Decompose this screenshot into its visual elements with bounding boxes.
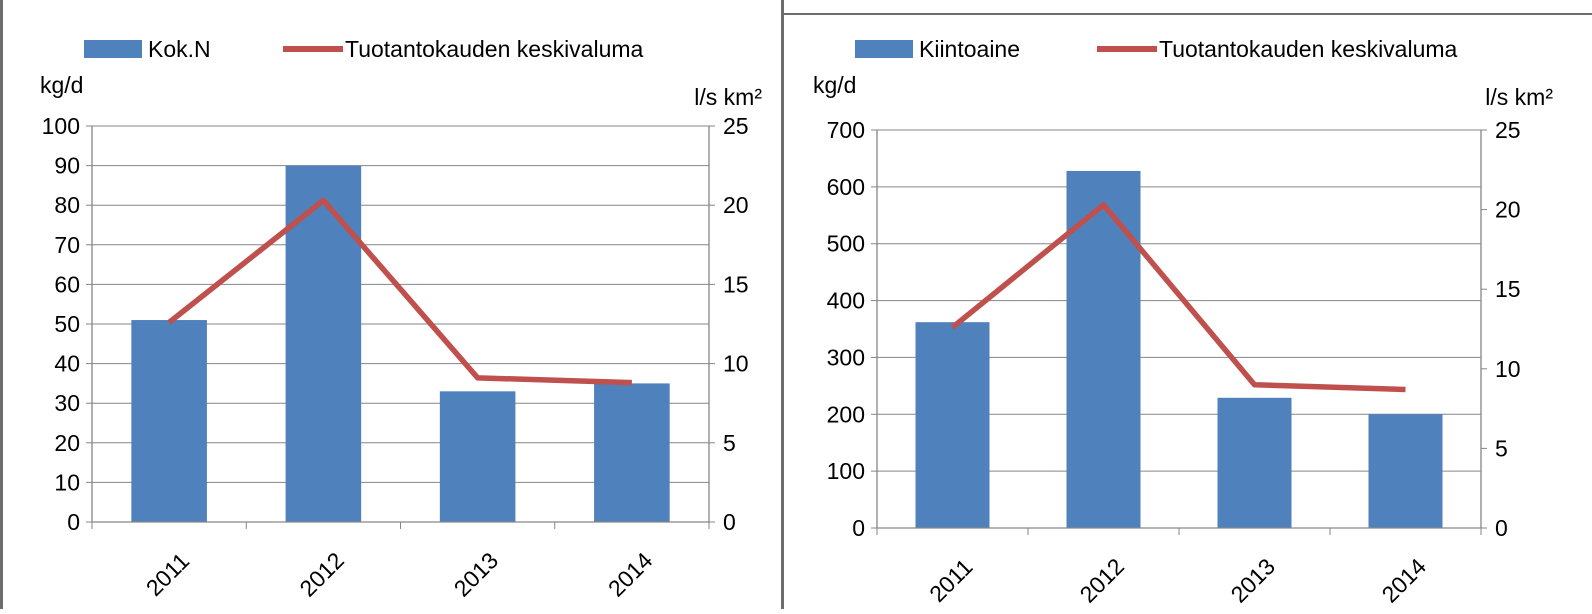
category-label: 2011 xyxy=(141,548,194,601)
bar xyxy=(131,320,207,522)
bar xyxy=(594,383,670,522)
bar xyxy=(439,391,516,522)
line-series xyxy=(167,197,632,386)
right-tick-label: 5 xyxy=(1495,435,1508,461)
right-tick-label: 5 xyxy=(723,430,736,456)
right-tick-label: 15 xyxy=(723,271,749,297)
category-label: 2013 xyxy=(1226,553,1281,608)
left-tick-label: 100 xyxy=(827,458,865,484)
left-tick-label: 80 xyxy=(54,192,80,218)
bar xyxy=(285,165,362,522)
right-tick-label: 20 xyxy=(723,192,749,218)
left-tick-label: 70 xyxy=(54,232,80,258)
left-tick-label: 300 xyxy=(827,344,865,370)
left-tick-label: 30 xyxy=(54,390,80,416)
left-tick-label: 0 xyxy=(67,509,80,535)
category-label: 2012 xyxy=(294,547,349,602)
legend-label-bar: Kiintoaine xyxy=(919,36,1020,62)
category-label: 2011 xyxy=(924,554,977,607)
category-label: 2014 xyxy=(603,547,658,602)
category-label: 2014 xyxy=(1377,553,1432,608)
right-tick-label: 0 xyxy=(723,509,736,535)
chart-panel-right: 0 100 200 300 400 500 600 700 0 5 10 15 20 25 2011 2012… xyxy=(795,0,1592,609)
legend-label-line: Tuotantokauden keskivaluma xyxy=(345,36,644,62)
right-tick-label: 15 xyxy=(1495,276,1521,302)
chart-left: 0 10 20 30 40 50 60 70 80 90 100 0 5 10 15 20 25 2011 2012… xyxy=(40,36,762,602)
left-tick-label: 40 xyxy=(54,351,80,377)
left-axis-label: kg/d xyxy=(813,72,856,98)
left-tick-label: 10 xyxy=(54,469,80,495)
frame-divider xyxy=(781,0,784,609)
bar xyxy=(1217,397,1292,528)
legend-swatch-bar xyxy=(84,40,142,58)
left-tick-label: 700 xyxy=(827,117,865,143)
category-label: 2012 xyxy=(1075,553,1130,608)
line-series xyxy=(950,202,1406,393)
left-tick-label: 500 xyxy=(827,231,865,257)
right-tick-label: 20 xyxy=(1495,197,1521,223)
chart-right: 0 100 200 300 400 500 600 700 0 5 10 15 20 25 2011 2012… xyxy=(813,36,1553,608)
left-tick-label: 50 xyxy=(54,311,80,337)
frame-top-right xyxy=(781,13,1592,15)
category-label: 2013 xyxy=(449,547,504,602)
right-tick-label: 0 xyxy=(1495,515,1508,541)
right-tick-label: 10 xyxy=(1495,356,1521,382)
left-tick-label: 400 xyxy=(827,288,865,314)
left-tick-label: 600 xyxy=(827,174,865,200)
bar xyxy=(915,322,990,528)
left-tick-label: 60 xyxy=(54,271,80,297)
right-axis-label: l/s km² xyxy=(1485,84,1553,110)
left-tick-label: 200 xyxy=(827,401,865,427)
left-tick-label: 0 xyxy=(852,515,865,541)
right-axis-label: l/s km² xyxy=(694,84,762,110)
legend-label-bar: Kok.N xyxy=(148,36,211,62)
right-tick-label: 25 xyxy=(1495,117,1521,143)
frame-left-border xyxy=(0,0,3,609)
right-tick-label: 25 xyxy=(723,113,749,139)
left-tick-label: 100 xyxy=(42,113,80,139)
left-tick-label: 20 xyxy=(54,430,80,456)
legend-swatch-bar xyxy=(855,40,913,58)
left-tick-label: 90 xyxy=(54,153,80,179)
bar xyxy=(1368,414,1443,528)
legend-label-line: Tuotantokauden keskivaluma xyxy=(1159,36,1458,62)
chart-panel-left: 0 10 20 30 40 50 60 70 80 90 100 0 5 10 15 20 25 2011 2012… xyxy=(0,0,790,609)
left-axis-label: kg/d xyxy=(40,72,83,98)
right-tick-label: 10 xyxy=(723,351,749,377)
